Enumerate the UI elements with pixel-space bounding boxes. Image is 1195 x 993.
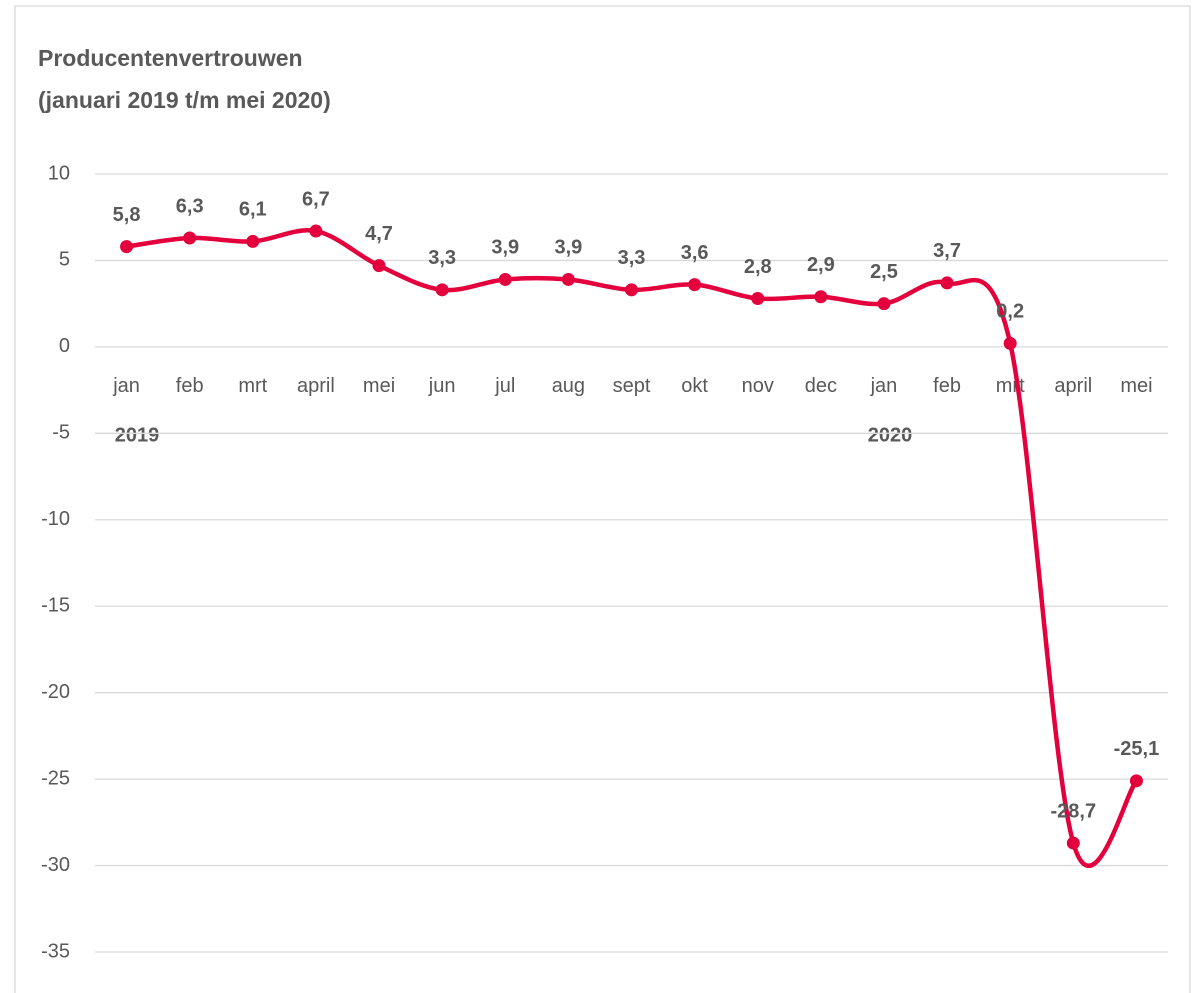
- x-tick-label: jan: [112, 375, 140, 397]
- data-label: 2,9: [807, 254, 835, 276]
- y-tick-label: -25: [41, 767, 70, 789]
- year-annotation: 2019: [115, 424, 160, 446]
- marker: [688, 278, 702, 292]
- x-tick-label: mei: [363, 375, 395, 397]
- chart-subtitle: (januari 2019 t/m mei 2020): [38, 87, 331, 113]
- marker: [940, 276, 954, 290]
- marker: [1129, 774, 1143, 788]
- y-tick-label: -20: [41, 681, 70, 703]
- marker: [498, 272, 512, 286]
- x-tick-label: feb: [933, 375, 961, 397]
- data-label: 0,2: [996, 301, 1024, 323]
- marker: [372, 259, 386, 273]
- chart-title: Producentenvertrouwen: [38, 45, 303, 71]
- y-tick-label: -30: [41, 854, 70, 876]
- x-tick-label: april: [1054, 375, 1092, 397]
- marker: [1066, 836, 1080, 850]
- data-label: 4,7: [365, 223, 393, 245]
- x-tick-label: mrt: [238, 375, 267, 397]
- x-tick-label: aug: [552, 375, 585, 397]
- marker: [751, 291, 765, 305]
- marker: [625, 283, 638, 297]
- marker: [246, 234, 260, 248]
- x-tick-label: jun: [428, 375, 456, 397]
- data-label: 6,7: [302, 188, 330, 210]
- marker: [120, 240, 134, 254]
- data-label: 6,1: [239, 199, 267, 221]
- data-label: 6,3: [176, 195, 204, 217]
- x-tick-label: jan: [870, 375, 898, 397]
- y-tick-label: -35: [41, 940, 70, 962]
- x-tick-label: nov: [742, 375, 774, 397]
- x-tick-label: okt: [681, 375, 708, 397]
- data-label: 5,8: [113, 204, 141, 226]
- x-tick-label: april: [297, 375, 335, 397]
- x-tick-label: mei: [1120, 375, 1152, 397]
- x-tick-label: jul: [494, 375, 515, 397]
- data-label: -28,7: [1051, 800, 1097, 822]
- marker: [1003, 336, 1017, 350]
- data-label: 3,7: [933, 240, 961, 262]
- marker: [309, 224, 323, 238]
- data-label: 3,3: [428, 247, 456, 269]
- y-tick-label: -10: [41, 508, 70, 530]
- data-label: 3,3: [618, 247, 646, 269]
- x-tick-label: dec: [805, 375, 837, 397]
- marker: [561, 272, 575, 286]
- data-label: 2,8: [744, 256, 772, 278]
- y-tick-label: 5: [59, 249, 70, 271]
- data-label: 2,5: [870, 261, 898, 283]
- x-tick-label: feb: [176, 375, 204, 397]
- data-label: -25,1: [1114, 738, 1160, 760]
- chart-frame: [14, 5, 1191, 993]
- marker: [435, 283, 449, 297]
- marker: [183, 231, 197, 245]
- y-tick-label: 0: [59, 335, 70, 357]
- data-label: 3,9: [491, 237, 519, 259]
- x-tick-label: sept: [613, 375, 651, 397]
- marker: [814, 290, 828, 304]
- y-tick-label: 10: [48, 162, 70, 184]
- y-tick-label: -15: [41, 595, 70, 617]
- year-annotation: 2020: [868, 424, 913, 446]
- data-label: 3,9: [554, 237, 582, 259]
- data-label: 3,6: [681, 242, 709, 264]
- y-tick-label: -5: [52, 422, 70, 444]
- marker: [877, 297, 891, 311]
